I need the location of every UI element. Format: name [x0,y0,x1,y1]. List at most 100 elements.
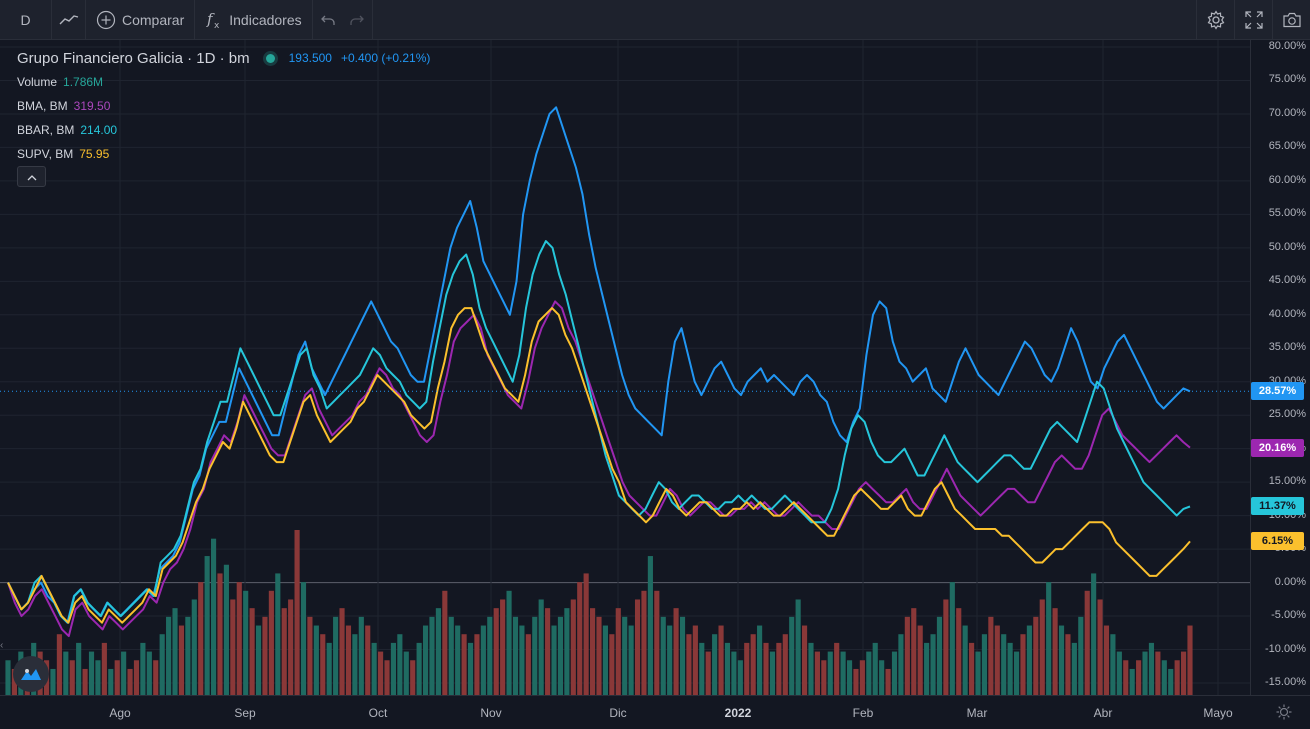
volume-bar [320,634,326,695]
time-axis[interactable]: Ago Sep Oct Nov Dic 2022 Feb Mar Abr Mayo [0,695,1310,729]
compare-value-bbar: 214.00 [80,123,118,137]
volume-bar [281,608,287,695]
volume-bar [525,634,531,695]
volume-bar [50,668,56,695]
volume-bar [769,651,776,695]
volume-bar [757,625,763,695]
volume-bar [1110,634,1116,695]
volume-bar [724,642,731,695]
compare-row-bma[interactable]: BMA, BM 319.50 [17,94,430,118]
legend-collapse-button[interactable] [17,166,46,187]
volume-bar [1020,634,1026,695]
volume-bar [371,642,377,695]
settings-button[interactable] [1196,0,1234,40]
compare-row-bbar[interactable]: BBAR, BM 214.00 [17,118,430,142]
volume-bar [692,625,698,695]
time-tick-label: Nov [480,706,502,720]
volume-bar [827,651,833,695]
volume-bar [506,590,512,695]
volume-bar [307,616,313,695]
tradingview-logo-icon[interactable] [13,656,49,692]
volume-label: Volume [17,75,58,89]
volume-bar [596,616,602,695]
volume-bar [121,651,127,695]
volume-bar [140,642,146,695]
volume-bar [570,599,576,695]
volume-bar [217,573,223,695]
volume-bar [333,616,339,695]
volume-bar [840,651,846,695]
volume-bar [416,642,422,695]
volume-bar [223,564,229,695]
price-axis[interactable]: 80.00% 75.00% 70.00% 65.00% 60.00% 55.00% 50.0… [1250,40,1310,695]
volume-bar [981,634,988,695]
volume-bar [1148,642,1155,695]
volume-bar [1039,599,1045,695]
volume-bar [673,608,679,695]
volume-bar [88,651,95,695]
chart-type-button[interactable] [52,0,86,40]
bma-line [7,300,1191,638]
volume-bar [56,634,62,695]
volume-bar [930,634,936,695]
volume-bar [538,599,544,695]
volume-bar [1078,616,1084,695]
volume-bar [339,608,345,695]
volume-bar [493,608,499,695]
volume-bar [455,625,461,695]
compare-row-supv[interactable]: SUPV, BM 75.95 [17,142,430,166]
volume-bar [326,642,332,695]
price-tick-label: 70.00% [1268,106,1306,119]
volume-bar [763,642,769,695]
chart-plot[interactable] [0,40,1250,695]
time-axis-settings-icon[interactable] [1276,704,1292,725]
volume-bar [641,590,647,695]
volume-bar [789,616,795,695]
volume-bar [467,642,474,695]
fullscreen-button[interactable] [1234,0,1272,40]
volume-bar [660,616,666,695]
volume-bar [294,530,300,695]
volume-bar [1033,616,1039,695]
bbar-line [7,240,1191,624]
compare-value-bma: 319.50 [73,99,111,113]
main-symbol-row[interactable]: Grupo Financiero Galicia · 1D · bm 193.5… [17,48,430,68]
symbol-change: +0.400 (+0.21%) [340,51,431,65]
svg-text:f: f [206,10,215,28]
redo-button[interactable] [343,0,373,40]
volume-bar [744,642,750,695]
volume-bar [846,660,853,695]
volume-bar [5,660,11,695]
last-value-tag: 11.37% [1251,497,1304,516]
snapshot-button[interactable] [1272,0,1310,40]
volume-bar [365,625,371,695]
volume-bar [988,616,994,695]
volume-value: 1.786M [63,75,104,89]
volume-bar [647,556,653,695]
volume-bar [101,642,107,695]
chevron-left-icon[interactable]: ‹ [0,640,4,651]
volume-bar [834,642,840,695]
volume-bar [602,625,608,695]
volume-row[interactable]: Volume 1.786M [17,70,430,94]
volume-bar [82,668,88,695]
volume-bar [1174,660,1180,695]
volume-bar [699,642,705,695]
price-tick-label: -10.00% [1265,642,1306,655]
volume-bar [557,616,564,695]
price-tick-label: 50.00% [1268,240,1306,253]
time-tick-label: Sep [234,706,256,720]
volume-bar [615,608,621,695]
volume-bar [249,608,255,695]
time-tick-label: Dic [609,706,627,720]
compare-label: Comparar [122,11,185,28]
undo-button[interactable] [313,0,343,40]
price-tick-label: 55.00% [1268,207,1306,220]
volume-bar [1052,608,1058,695]
volume-bar [532,616,538,695]
interval-button[interactable]: D [0,0,52,40]
compare-button[interactable]: Comparar [86,0,196,40]
volume-bar [422,625,429,695]
volume-bar [1181,651,1187,695]
